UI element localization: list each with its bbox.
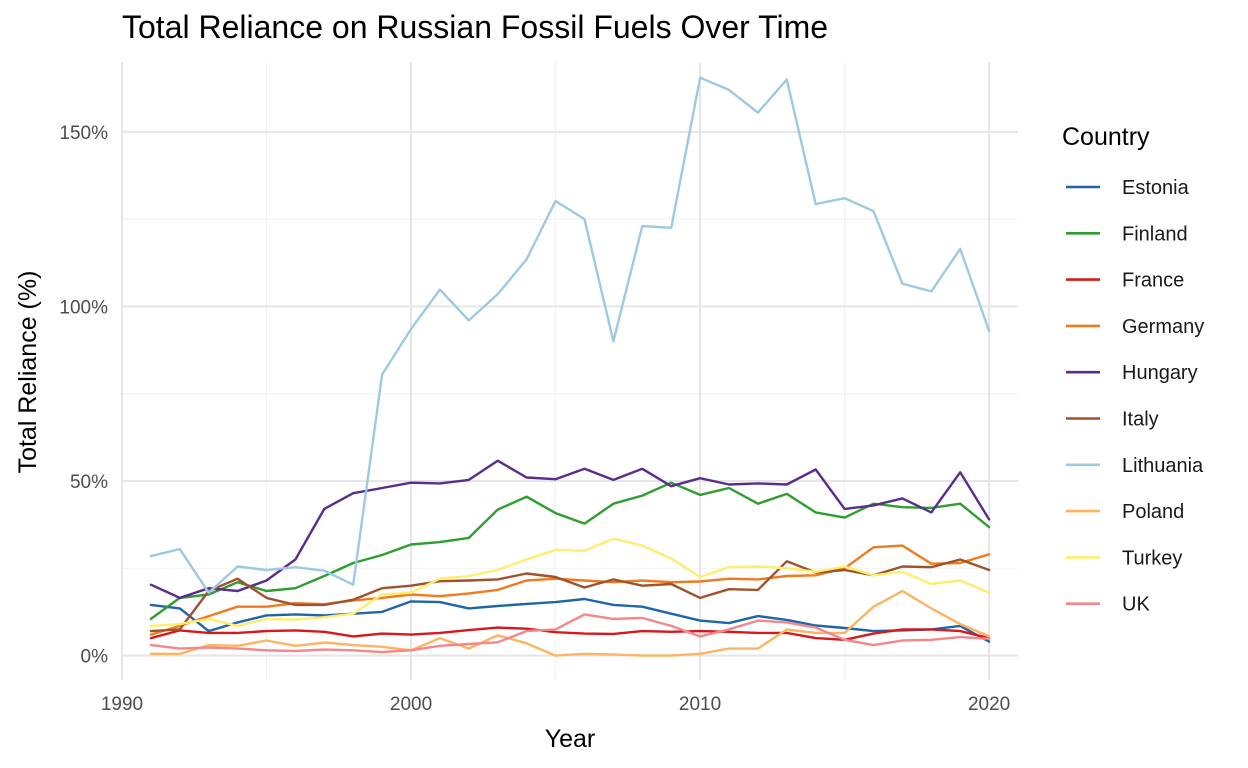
legend-label: Poland bbox=[1122, 501, 1184, 523]
y-tick-label: 150% bbox=[59, 123, 108, 144]
series-line-finland bbox=[149, 481, 991, 621]
legend-item-poland: Poland bbox=[1066, 501, 1184, 523]
series-line-italy bbox=[149, 558, 991, 633]
y-tick-label: 50% bbox=[70, 472, 108, 493]
series-line-poland bbox=[149, 589, 991, 657]
x-axis-title: Year bbox=[545, 725, 596, 753]
y-tick-label: 0% bbox=[81, 647, 109, 668]
y-tick-label: 100% bbox=[59, 297, 108, 318]
legend-title: Country bbox=[1062, 123, 1150, 151]
legend-label: Germany bbox=[1122, 316, 1204, 338]
series-line-uk bbox=[149, 613, 991, 654]
legend-item-germany: Germany bbox=[1066, 316, 1204, 338]
plot-series bbox=[149, 76, 991, 657]
legend-label: Hungary bbox=[1122, 362, 1198, 384]
series-line-turkey bbox=[149, 537, 991, 628]
legend: Country Estonia Finland France Germany Hunga… bbox=[1062, 123, 1204, 616]
x-tick-label: 2010 bbox=[679, 694, 721, 715]
legend-label: Estonia bbox=[1122, 177, 1190, 199]
x-axis-ticks: 1990 2000 2010 2020 bbox=[101, 694, 1010, 715]
x-tick-label: 2020 bbox=[968, 694, 1010, 715]
legend-item-estonia: Estonia bbox=[1066, 177, 1190, 199]
chart-title: Total Reliance on Russian Fossil Fuels O… bbox=[122, 9, 828, 45]
legend-item-hungary: Hungary bbox=[1066, 362, 1198, 384]
legend-label: Turkey bbox=[1122, 547, 1182, 569]
series-line-hungary bbox=[149, 459, 991, 600]
legend-item-france: France bbox=[1066, 270, 1184, 292]
series-line-france bbox=[149, 626, 991, 641]
legend-item-lithuania: Lithuania bbox=[1066, 455, 1204, 477]
legend-item-uk: UK bbox=[1066, 594, 1150, 616]
legend-label: Lithuania bbox=[1122, 455, 1204, 477]
x-tick-label: 1990 bbox=[101, 694, 143, 715]
legend-label: UK bbox=[1122, 594, 1150, 616]
series-line-lithuania bbox=[149, 76, 991, 594]
legend-item-italy: Italy bbox=[1066, 409, 1159, 431]
legend-label: Italy bbox=[1122, 409, 1159, 431]
y-axis-ticks: 0% 50% 100% 150% bbox=[59, 123, 108, 668]
y-axis-title: Total Reliance (%) bbox=[14, 271, 42, 474]
legend-label: France bbox=[1122, 270, 1184, 292]
legend-label: Finland bbox=[1122, 223, 1188, 245]
legend-item-turkey: Turkey bbox=[1066, 547, 1182, 569]
x-tick-label: 2000 bbox=[390, 694, 432, 715]
legend-item-finland: Finland bbox=[1066, 223, 1188, 245]
